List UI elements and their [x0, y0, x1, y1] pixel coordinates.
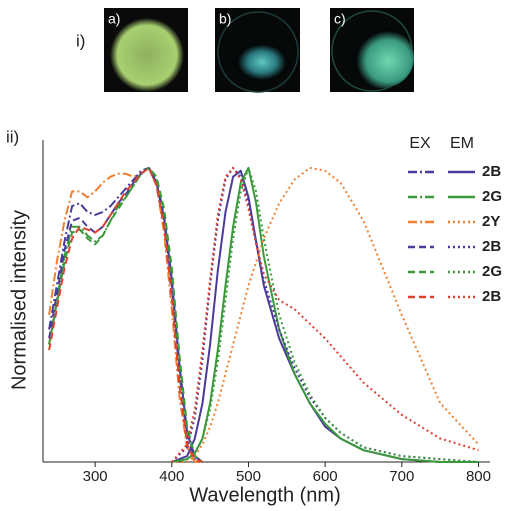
legend-label: 2G	[482, 188, 502, 205]
legend-label: 2Y	[482, 213, 500, 230]
line	[48, 166, 204, 463]
legend-label: 2B	[482, 238, 501, 255]
x-axis-label: Wavelength (nm)	[189, 484, 341, 506]
line	[171, 166, 479, 463]
photo-label: b)	[219, 11, 231, 27]
photo: b)	[215, 8, 300, 93]
line	[48, 166, 203, 463]
x-tick-label: 600	[313, 468, 338, 485]
legend-header: EX	[409, 135, 431, 152]
panel-label: i)	[76, 31, 85, 50]
legend-label: 2B	[482, 163, 501, 180]
x-tick-label: 700	[389, 468, 414, 485]
line	[48, 166, 204, 463]
legend-label: 2B	[482, 288, 501, 305]
panel-label: ii)	[6, 127, 19, 146]
x-tick-label: 300	[83, 468, 108, 485]
x-tick-label: 500	[236, 468, 261, 485]
x-tick-label: 800	[466, 468, 491, 485]
photo: c)	[330, 8, 414, 92]
line	[171, 166, 479, 463]
photo-label: c)	[334, 11, 346, 27]
line	[171, 166, 480, 463]
line	[48, 166, 203, 463]
photo: a)	[104, 8, 188, 92]
line	[48, 166, 204, 463]
legend-label: 2G	[482, 263, 502, 280]
photo-label: a)	[108, 11, 120, 27]
y-axis-label: Normalised intensity	[8, 210, 30, 390]
legend-header: EM	[450, 135, 474, 152]
x-tick-label: 400	[159, 468, 184, 485]
line	[171, 166, 479, 463]
line	[48, 166, 203, 463]
line	[171, 166, 479, 463]
